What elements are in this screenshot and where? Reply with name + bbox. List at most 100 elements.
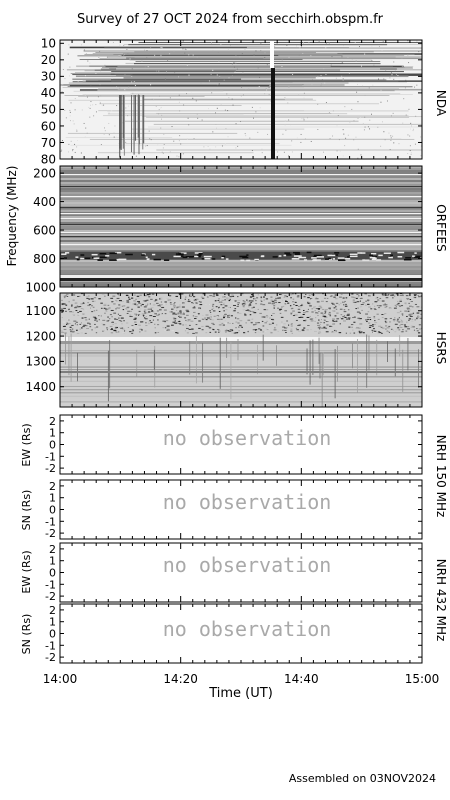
hsrs-speckle [194, 312, 197, 314]
orfees-band-speckle [109, 259, 118, 261]
nda-speckle [344, 145, 346, 147]
hsrs-speckle [309, 293, 312, 295]
orfees-band-speckle [397, 255, 403, 258]
nda-burst-stripe [142, 95, 144, 150]
hsrs-speckle [206, 317, 210, 319]
nda-speckle [401, 65, 403, 67]
nda-speckle [404, 87, 406, 89]
hsrs-speckle [218, 331, 220, 333]
nda-speckle [76, 146, 78, 148]
hsrs-speckle [353, 332, 356, 334]
nda-speckle [157, 113, 159, 115]
hsrs-speckle [228, 314, 231, 316]
hsrs-speckle [83, 324, 86, 326]
hsrs-speckle [163, 303, 166, 305]
hsrs-speckle [68, 322, 71, 324]
hsrs-speckle [127, 310, 130, 312]
hsrs-speckle [407, 308, 409, 310]
hsrs-speckle [384, 304, 388, 306]
nda-speckle [381, 121, 383, 123]
hsrs-speckle [178, 293, 181, 295]
hsrs-speckle [265, 315, 268, 317]
hsrs-speckle [401, 321, 404, 323]
orfees-dark-line [60, 186, 422, 188]
hsrs-speckle [385, 328, 387, 330]
orfees-band [60, 226, 422, 228]
nda-speckle [100, 144, 102, 146]
nda-speckle [145, 145, 147, 147]
hsrs-speckle [388, 331, 390, 333]
hsrs-vertical-stripe [202, 342, 204, 383]
nda-speckle [325, 73, 327, 75]
hsrs-speckle [278, 309, 281, 311]
hsrs-speckle [342, 302, 345, 304]
hsrs-speckle [399, 294, 403, 296]
nda-speckle [257, 67, 259, 69]
hsrs-speckle [218, 307, 220, 309]
hsrs-speckle [295, 314, 298, 316]
nda-speckle [215, 127, 217, 129]
hsrs-speckle [113, 330, 117, 332]
hsrs-spectrogram [60, 293, 422, 407]
nda-speckle [318, 41, 320, 43]
nda-speckle [76, 130, 78, 132]
nda-speckle [186, 64, 188, 66]
hsrs-speckle [212, 305, 214, 307]
orfees-band-speckle [91, 253, 98, 256]
nda-speckle [381, 50, 383, 52]
hsrs-speckle [178, 306, 181, 308]
hsrs-speckle [304, 320, 307, 322]
nda-speckle [115, 136, 117, 138]
nda-interference-line [69, 84, 270, 87]
hsrs-speckle [257, 294, 259, 296]
hsrs-speckle [130, 316, 133, 318]
nda-speckle [164, 78, 166, 80]
hsrs-speckle [142, 315, 145, 317]
orfees-band-speckle [405, 257, 411, 259]
hsrs-speckle [148, 293, 151, 295]
hsrs-speckle [328, 295, 331, 297]
hsrs-speckle [226, 293, 229, 295]
hsrs-speckle [82, 302, 85, 304]
hsrs-speckle [70, 329, 73, 331]
hsrs-speckle [149, 303, 151, 305]
hsrs-speckle [356, 296, 359, 298]
nda-speckle [228, 77, 230, 79]
nda-speckle [253, 54, 255, 56]
hsrs-vertical-stripe [276, 345, 277, 366]
hsrs-speckle [198, 313, 200, 315]
hsrs-speckle [158, 298, 161, 300]
hsrs-speckle [402, 294, 404, 296]
hsrs-speckle [115, 308, 117, 310]
nda-speckle [98, 57, 100, 59]
orfees-band-speckle [278, 255, 282, 257]
hsrs-speckle [380, 326, 383, 328]
hsrs-speckle [192, 307, 196, 309]
hsrs-speckle [366, 300, 368, 302]
orfees-dark-line [60, 224, 422, 226]
hsrs-speckle [188, 302, 190, 304]
nda-speckle [284, 124, 286, 126]
hsrs-speckle [294, 293, 297, 295]
hsrs-speckle [309, 305, 312, 307]
hsrs-speckle [77, 311, 80, 313]
hsrs-speckle [307, 308, 309, 310]
y-tick-label: 1400 [25, 380, 56, 394]
hsrs-speckle [176, 313, 180, 315]
hsrs-speckle [384, 320, 387, 322]
hsrs-speckle [80, 303, 83, 305]
hsrs-speckle [121, 305, 124, 307]
y-tick-label: -2 [45, 651, 56, 664]
nda-speckle [111, 77, 113, 79]
hsrs-speckle [251, 307, 254, 309]
nda-speckle [207, 146, 209, 148]
hsrs-speckle [150, 322, 152, 324]
hsrs-speckle [315, 317, 317, 319]
nda-speckle [303, 92, 305, 94]
nda-speckle [220, 104, 222, 106]
nda-speckle [124, 107, 126, 109]
nda-speckle [409, 145, 411, 147]
nda-spectrogram [60, 40, 422, 159]
hsrs-speckle [335, 306, 337, 308]
hsrs-speckle [131, 329, 134, 331]
